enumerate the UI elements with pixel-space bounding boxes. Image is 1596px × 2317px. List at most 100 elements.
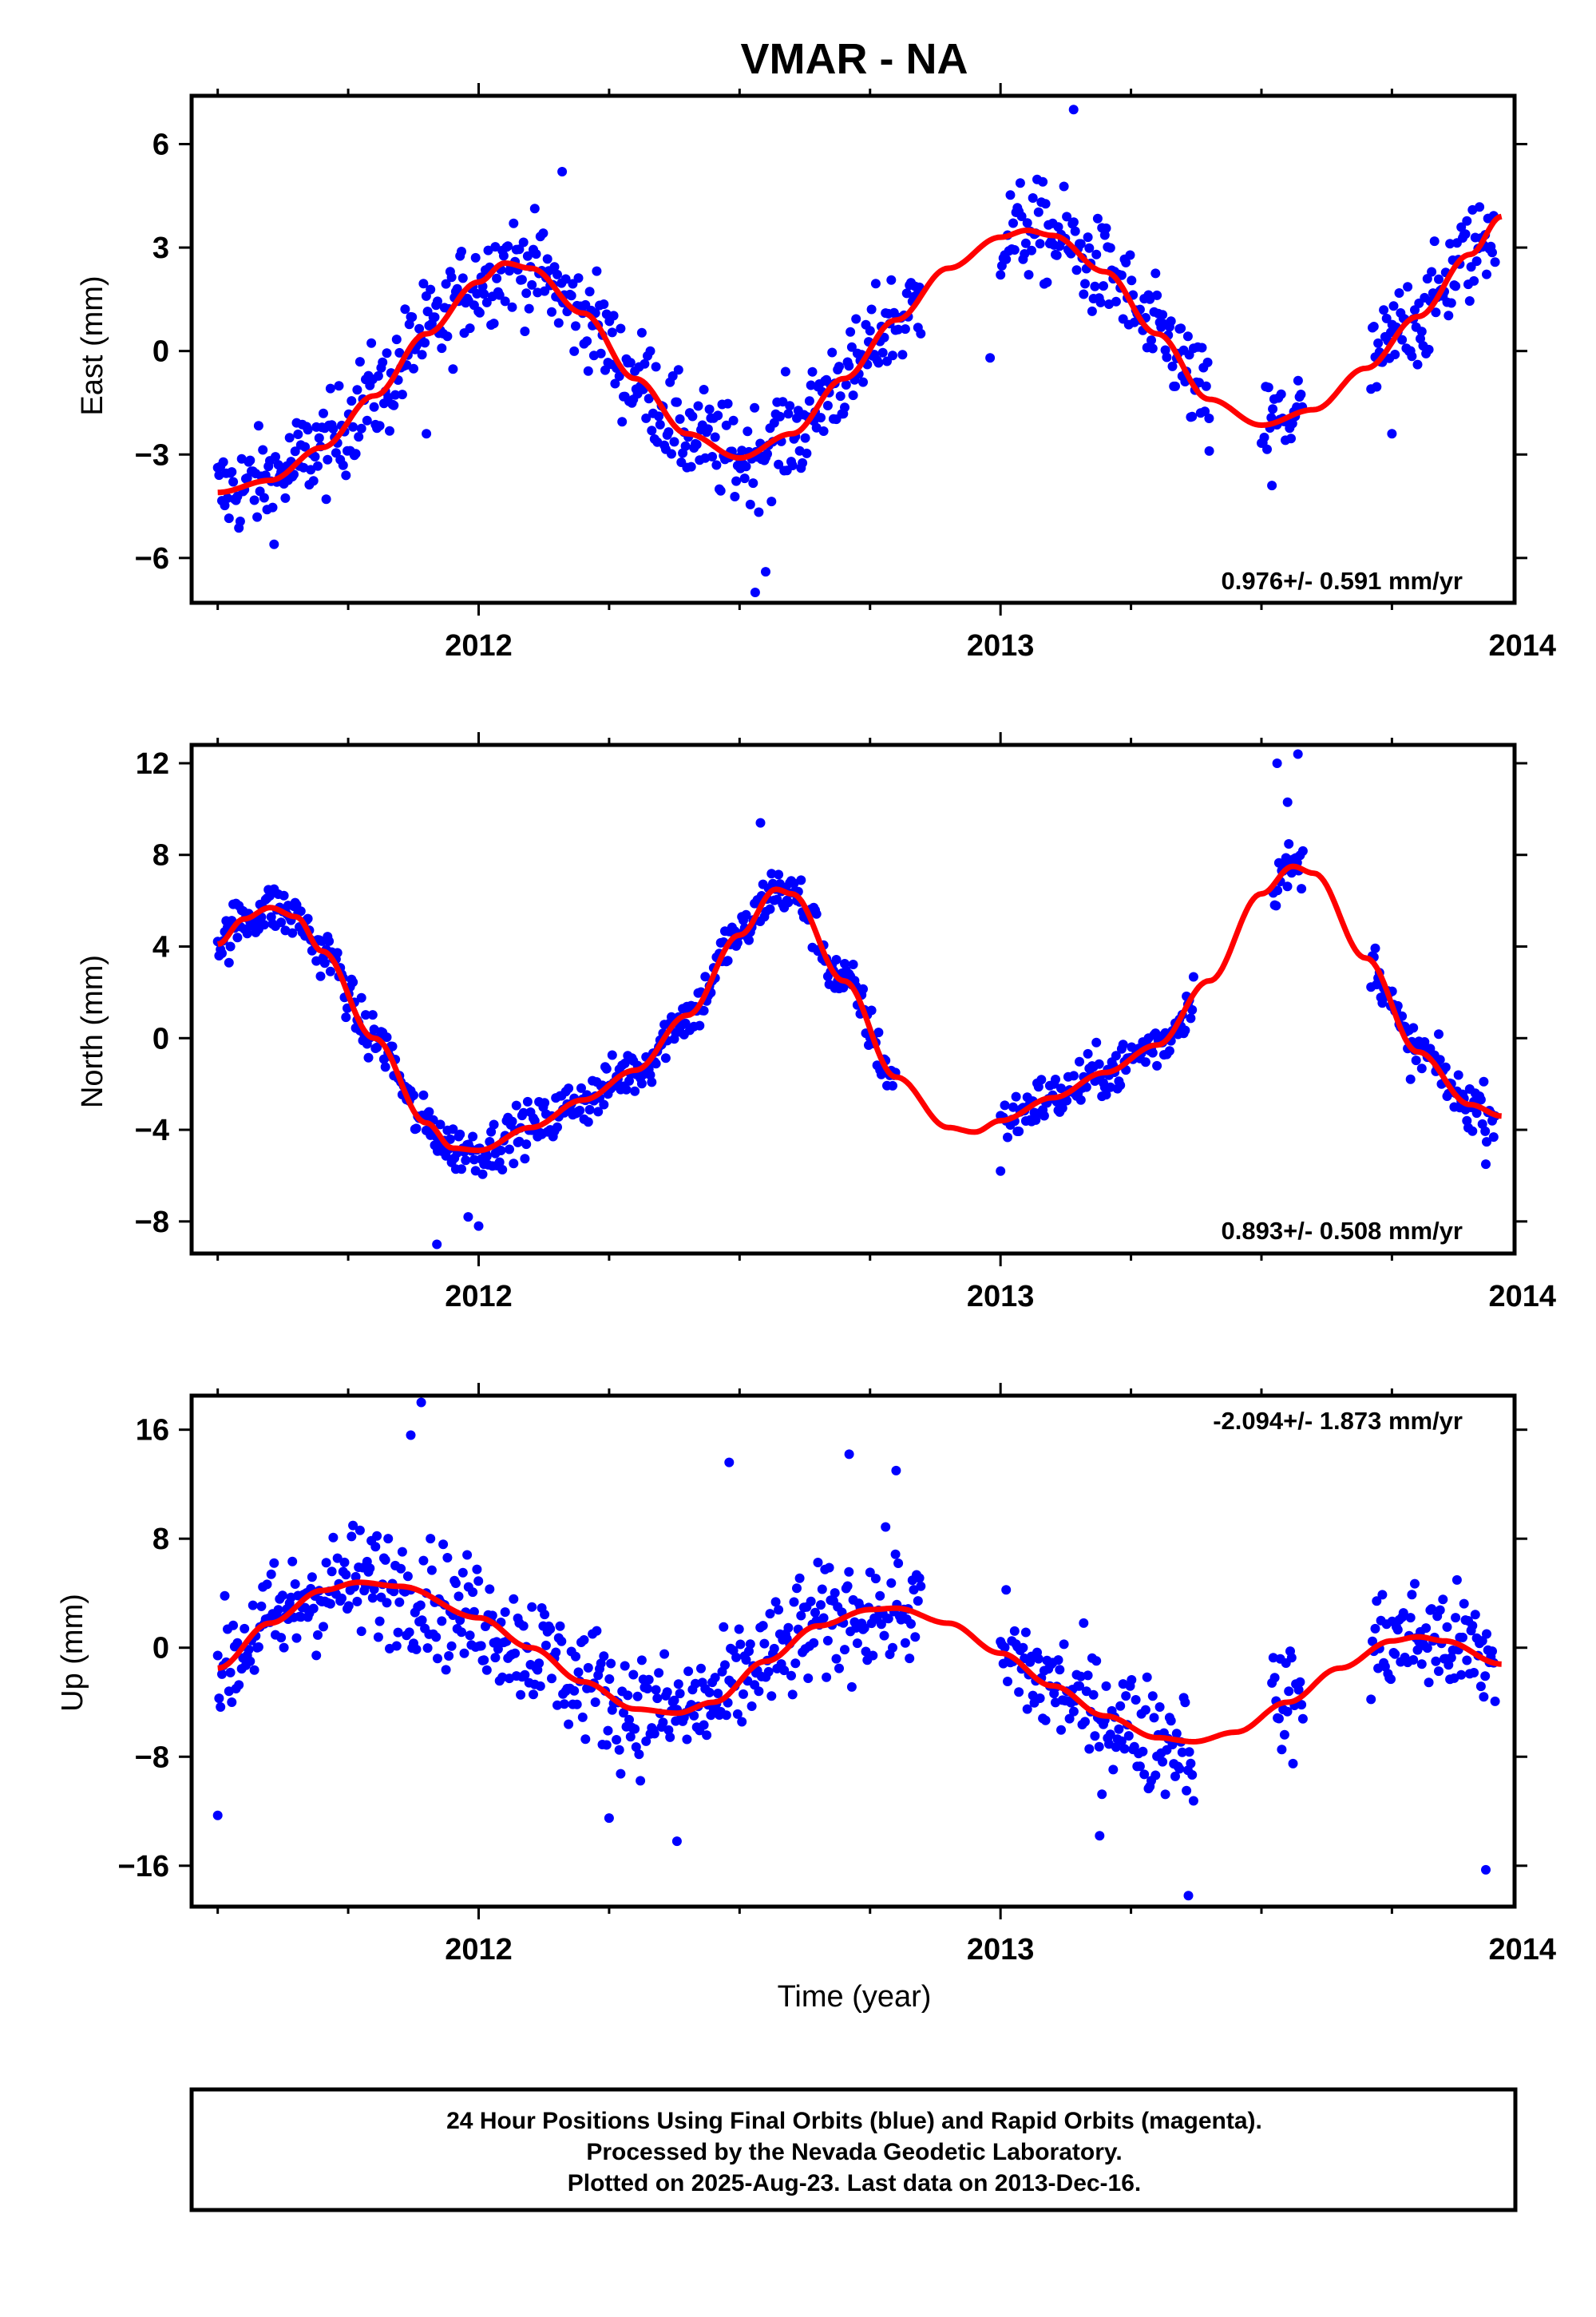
data-point [394, 1597, 405, 1607]
data-point [1071, 265, 1082, 275]
data-point [893, 324, 904, 335]
data-point [350, 1571, 361, 1582]
data-point [866, 1005, 877, 1016]
data-point [430, 312, 440, 323]
data-point [529, 1115, 540, 1126]
data-point [373, 1632, 383, 1642]
y-tick-label: 0 [152, 1632, 169, 1665]
x-axis-label: Time (year) [778, 1980, 932, 2014]
footer-line-2: Processed by the Nevada Geodetic Laborat… [586, 2139, 1122, 2165]
data-point [844, 1449, 854, 1460]
data-point [225, 941, 236, 952]
data-point [1293, 375, 1303, 386]
data-point [1105, 243, 1115, 253]
data-point [347, 1531, 357, 1542]
data-point [225, 1667, 236, 1677]
data-point [514, 244, 525, 255]
data-point [1160, 345, 1170, 355]
x-tick-label: 2013 [967, 1280, 1035, 1313]
data-point [780, 366, 790, 377]
data-point [1005, 190, 1016, 200]
data-point [492, 1637, 502, 1647]
data-point [1040, 199, 1051, 209]
data-point [276, 917, 287, 928]
data-point [1273, 885, 1283, 896]
data-point [259, 920, 269, 930]
data-point [459, 1648, 469, 1658]
data-point [1001, 1585, 1012, 1595]
data-point [1152, 290, 1162, 300]
data-point [583, 1662, 593, 1673]
data-point [737, 1717, 747, 1727]
data-point [817, 1584, 827, 1594]
data-point [774, 1605, 784, 1615]
data-point [689, 1710, 699, 1721]
data-point [1381, 313, 1392, 323]
data-point [1204, 414, 1214, 423]
data-point [1090, 1731, 1100, 1741]
data-point [334, 381, 344, 391]
data-point [1080, 1717, 1090, 1727]
data-point [1379, 305, 1389, 315]
data-point [341, 470, 351, 481]
data-point [713, 1689, 723, 1698]
data-point [465, 1630, 475, 1641]
data-point [214, 1693, 224, 1704]
data-point [769, 418, 779, 428]
data-point [306, 465, 316, 475]
data-point [411, 1644, 422, 1654]
data-point [1138, 1746, 1148, 1757]
data-point [783, 409, 794, 419]
data-point [1475, 202, 1485, 212]
data-point [838, 983, 849, 992]
data-point [227, 1697, 237, 1707]
data-point [367, 1010, 378, 1020]
data-point [1431, 307, 1441, 318]
data-point [469, 1155, 479, 1165]
data-point [623, 1690, 633, 1701]
data-point [387, 1041, 398, 1052]
data-point [1080, 279, 1090, 289]
data-point [1015, 178, 1025, 188]
data-point [748, 478, 758, 489]
data-point [1127, 275, 1137, 286]
data-point [1014, 1687, 1024, 1697]
data-point [1131, 1695, 1141, 1705]
data-point [426, 284, 436, 295]
data-point [1040, 1715, 1051, 1725]
data-point [477, 1169, 488, 1179]
data-point [704, 404, 715, 414]
data-point [572, 1699, 582, 1709]
data-point [457, 1567, 468, 1578]
data-point [916, 328, 926, 339]
data-point [792, 413, 802, 423]
footer-line-3: Plotted on 2025-Aug-23. Last data on 201… [568, 2170, 1142, 2196]
data-point [669, 437, 679, 447]
data-point [641, 413, 651, 423]
data-point [500, 296, 510, 307]
data-point [1176, 323, 1186, 334]
data-point [457, 247, 466, 256]
data-point [414, 323, 425, 334]
data-point [437, 1616, 447, 1626]
data-point [1119, 1744, 1130, 1754]
data-point [662, 1687, 672, 1697]
x-tick-label: 2012 [445, 1933, 513, 1966]
data-point [1035, 239, 1045, 249]
data-point [418, 1555, 429, 1566]
data-point [411, 1123, 422, 1134]
data-point [624, 1075, 634, 1086]
data-point [1488, 1132, 1499, 1143]
data-point [1440, 1062, 1451, 1072]
data-point [703, 424, 713, 434]
data-point [1055, 1665, 1065, 1675]
data-point [279, 890, 289, 901]
data-point [1167, 361, 1178, 371]
data-point [549, 262, 560, 272]
data-point [680, 441, 691, 451]
data-point [631, 1742, 641, 1753]
data-point [571, 1651, 580, 1662]
data-point [420, 338, 430, 348]
data-point [604, 1813, 614, 1824]
data-point [507, 302, 517, 312]
